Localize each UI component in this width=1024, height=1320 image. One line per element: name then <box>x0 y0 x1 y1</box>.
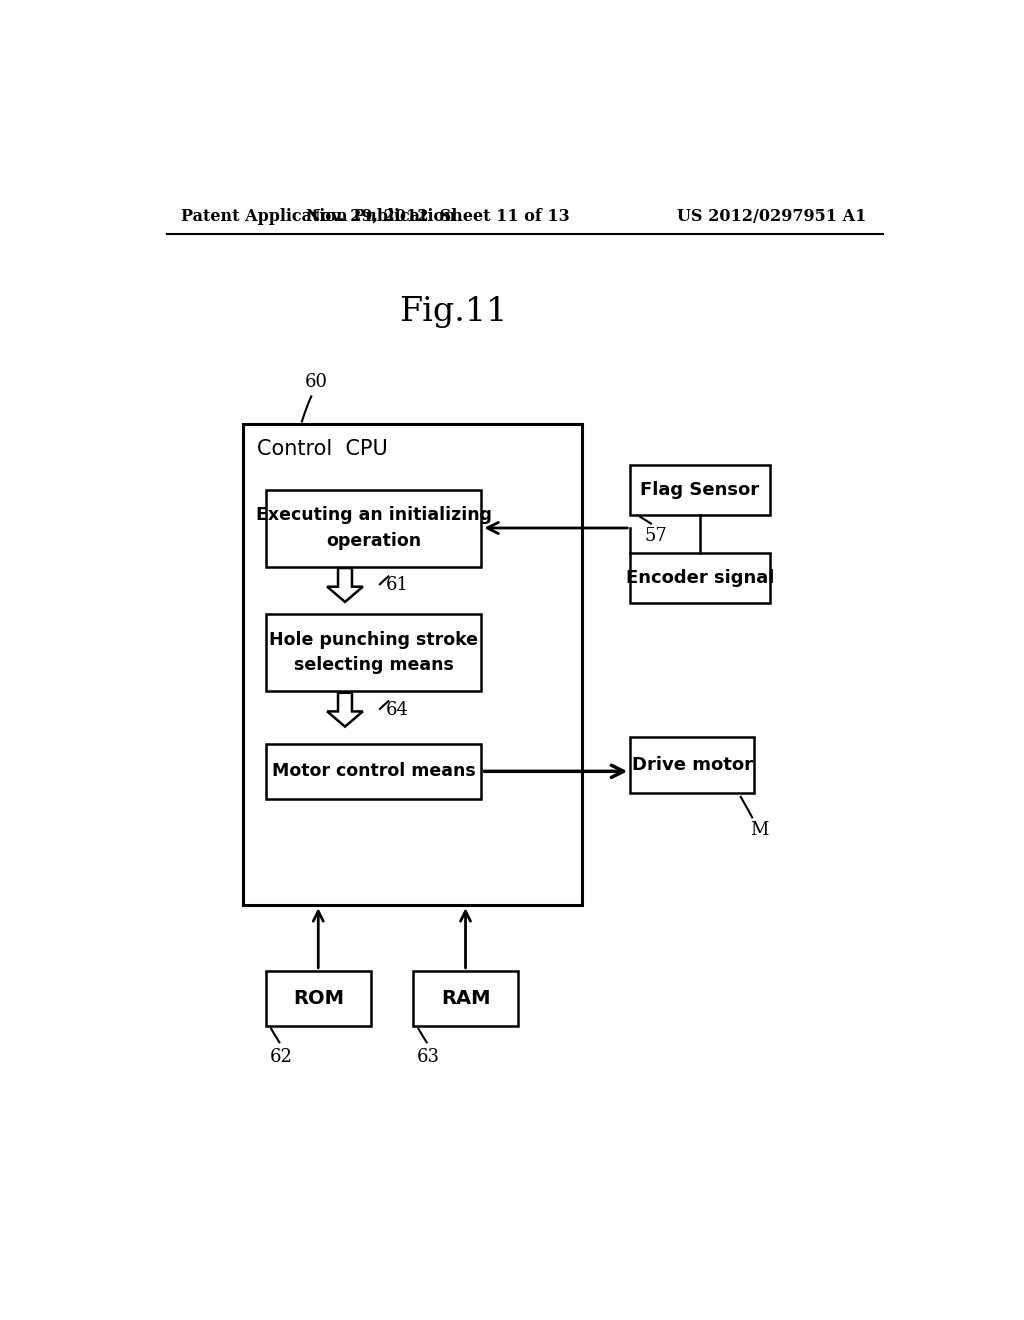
Bar <box>630 738 755 793</box>
Polygon shape <box>328 568 362 602</box>
Text: 62: 62 <box>270 1048 293 1067</box>
Text: ROM: ROM <box>293 989 344 1008</box>
Bar <box>266 614 481 692</box>
Text: Flag Sensor: Flag Sensor <box>640 480 760 499</box>
Text: RAM: RAM <box>440 989 490 1008</box>
Text: 57: 57 <box>644 528 667 545</box>
Bar <box>266 743 481 799</box>
Text: Encoder signal: Encoder signal <box>626 569 774 587</box>
Bar <box>243 424 583 906</box>
Text: Motor control means: Motor control means <box>271 763 475 780</box>
Bar <box>266 490 481 566</box>
Bar <box>266 970 371 1026</box>
Text: Drive motor: Drive motor <box>632 756 753 774</box>
Bar <box>630 553 770 603</box>
Text: 63: 63 <box>417 1048 440 1067</box>
Text: Fig.11: Fig.11 <box>399 297 508 329</box>
Text: 64: 64 <box>385 701 409 718</box>
Text: 60: 60 <box>305 372 328 391</box>
Bar <box>630 465 770 515</box>
Text: M: M <box>751 821 769 838</box>
Text: 61: 61 <box>385 576 409 594</box>
Text: US 2012/0297951 A1: US 2012/0297951 A1 <box>677 207 866 224</box>
Text: Executing an initializing
operation: Executing an initializing operation <box>256 507 492 549</box>
Text: Patent Application Publication: Patent Application Publication <box>180 207 456 224</box>
Text: Nov. 29, 2012  Sheet 11 of 13: Nov. 29, 2012 Sheet 11 of 13 <box>306 207 569 224</box>
Text: Control  CPU: Control CPU <box>257 438 387 458</box>
Polygon shape <box>328 693 362 726</box>
Text: Hole punching stroke
selecting means: Hole punching stroke selecting means <box>269 631 478 675</box>
Bar <box>414 970 518 1026</box>
